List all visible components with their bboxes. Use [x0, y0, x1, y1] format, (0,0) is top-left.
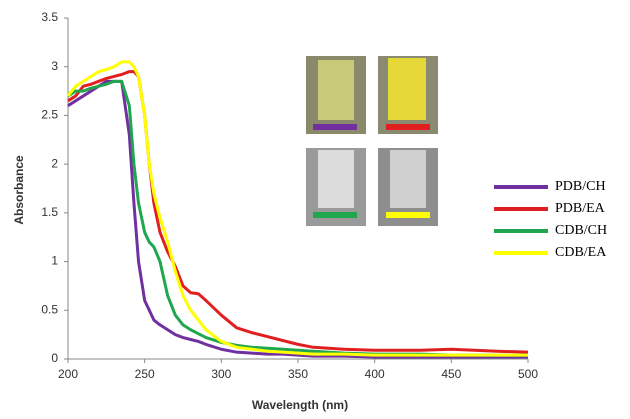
x-tick-label: 350 [288, 367, 308, 381]
x-tick-label: 500 [518, 367, 538, 381]
y-tick-label: 1.5 [41, 205, 58, 219]
y-tick-label: 0 [51, 351, 58, 365]
y-tick-label: 3 [51, 59, 58, 73]
series-line [67, 79, 528, 359]
x-tick-label: 250 [135, 367, 155, 381]
x-tick-label: 400 [365, 367, 385, 381]
legend-label: PDB/CH [555, 179, 606, 194]
y-axis-title: Absorbance [12, 155, 26, 225]
y-tick-label: 2.5 [41, 108, 58, 122]
series-line [66, 60, 528, 357]
x-tick-label: 200 [58, 367, 78, 381]
inset-photos [306, 56, 438, 226]
x-axis-title: Wavelength (nm) [252, 398, 348, 412]
y-tick-label: 3.5 [41, 10, 58, 24]
legend-label: CDB/EA [555, 245, 607, 260]
y-tick-label: 1 [51, 254, 58, 268]
y-tick-label: 0.5 [41, 302, 58, 316]
legend-label: PDB/EA [555, 201, 606, 216]
y-tick-label: 2 [51, 156, 58, 170]
series-line [67, 79, 528, 357]
series-line [67, 70, 529, 354]
legend-label: CDB/CH [555, 223, 607, 238]
x-tick-label: 450 [441, 367, 461, 381]
x-tick-label: 300 [211, 367, 231, 381]
